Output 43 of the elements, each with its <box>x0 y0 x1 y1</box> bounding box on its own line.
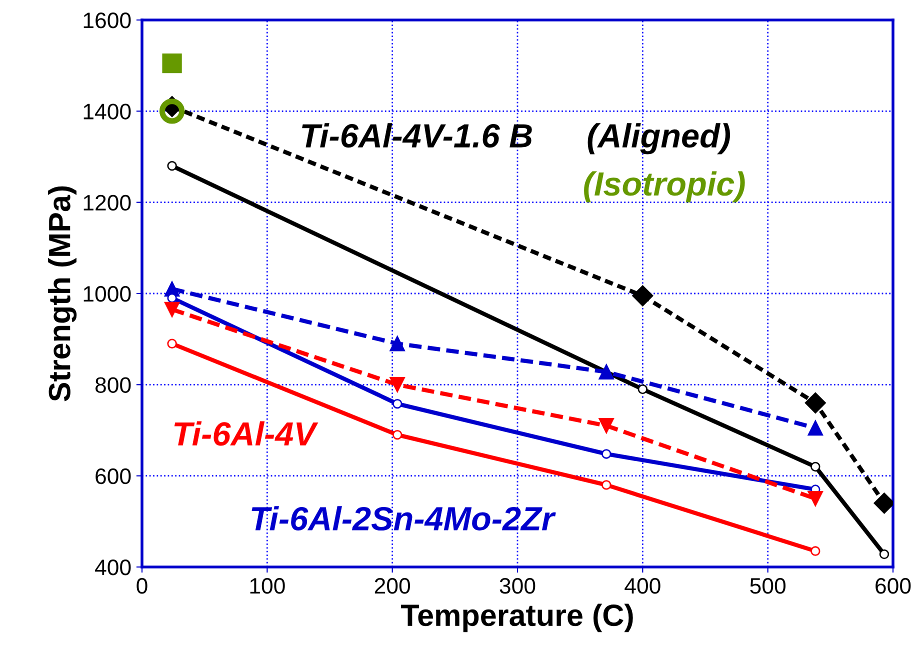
point <box>598 418 614 434</box>
point <box>164 302 180 318</box>
point <box>602 449 612 459</box>
point <box>804 392 826 414</box>
point <box>167 161 177 171</box>
x-tick-label: 100 <box>250 578 285 594</box>
x-tick-label: 500 <box>750 578 786 594</box>
y-tick-label: 1400 <box>84 104 131 120</box>
series-label: Ti-6Al-4V-1.6 B <box>302 123 532 148</box>
point <box>808 490 824 506</box>
point <box>392 398 402 409</box>
point <box>598 364 614 380</box>
point <box>808 420 824 436</box>
annotation: (Aligned) <box>588 123 730 154</box>
point <box>879 549 890 560</box>
point <box>390 377 405 392</box>
point <box>638 384 648 394</box>
x-tick-label: 200 <box>374 578 410 594</box>
x-tick-label: 0 <box>136 578 148 594</box>
x-tick-label: 600 <box>876 578 911 594</box>
x-axis-title: Temperature (C) <box>400 604 633 632</box>
y-tick-label: 1200 <box>84 194 131 211</box>
point <box>167 293 177 303</box>
series-label: Ti-6Al-4V <box>174 421 318 446</box>
point <box>162 53 182 74</box>
y-axis-title: Strength (MPa) <box>48 186 77 402</box>
point <box>167 338 177 349</box>
point <box>159 98 185 124</box>
y-tick-label: 800 <box>95 377 131 393</box>
y-tick-label: 400 <box>95 560 131 576</box>
point <box>390 336 405 352</box>
text: Ti-6Al-2Sn-4Mo-2Zr <box>252 506 556 531</box>
y-tick-label: 1600 <box>84 12 131 28</box>
point <box>810 546 820 556</box>
y-tick-label: 600 <box>96 468 131 484</box>
point <box>810 462 820 472</box>
y-tick-label: 1000 <box>84 286 131 302</box>
text: (Isotropic) <box>584 171 745 202</box>
x-tick-label: 400 <box>624 578 660 594</box>
point <box>392 430 402 440</box>
point <box>632 285 654 306</box>
x-tick-label: 300 <box>500 578 536 594</box>
point <box>602 480 612 490</box>
